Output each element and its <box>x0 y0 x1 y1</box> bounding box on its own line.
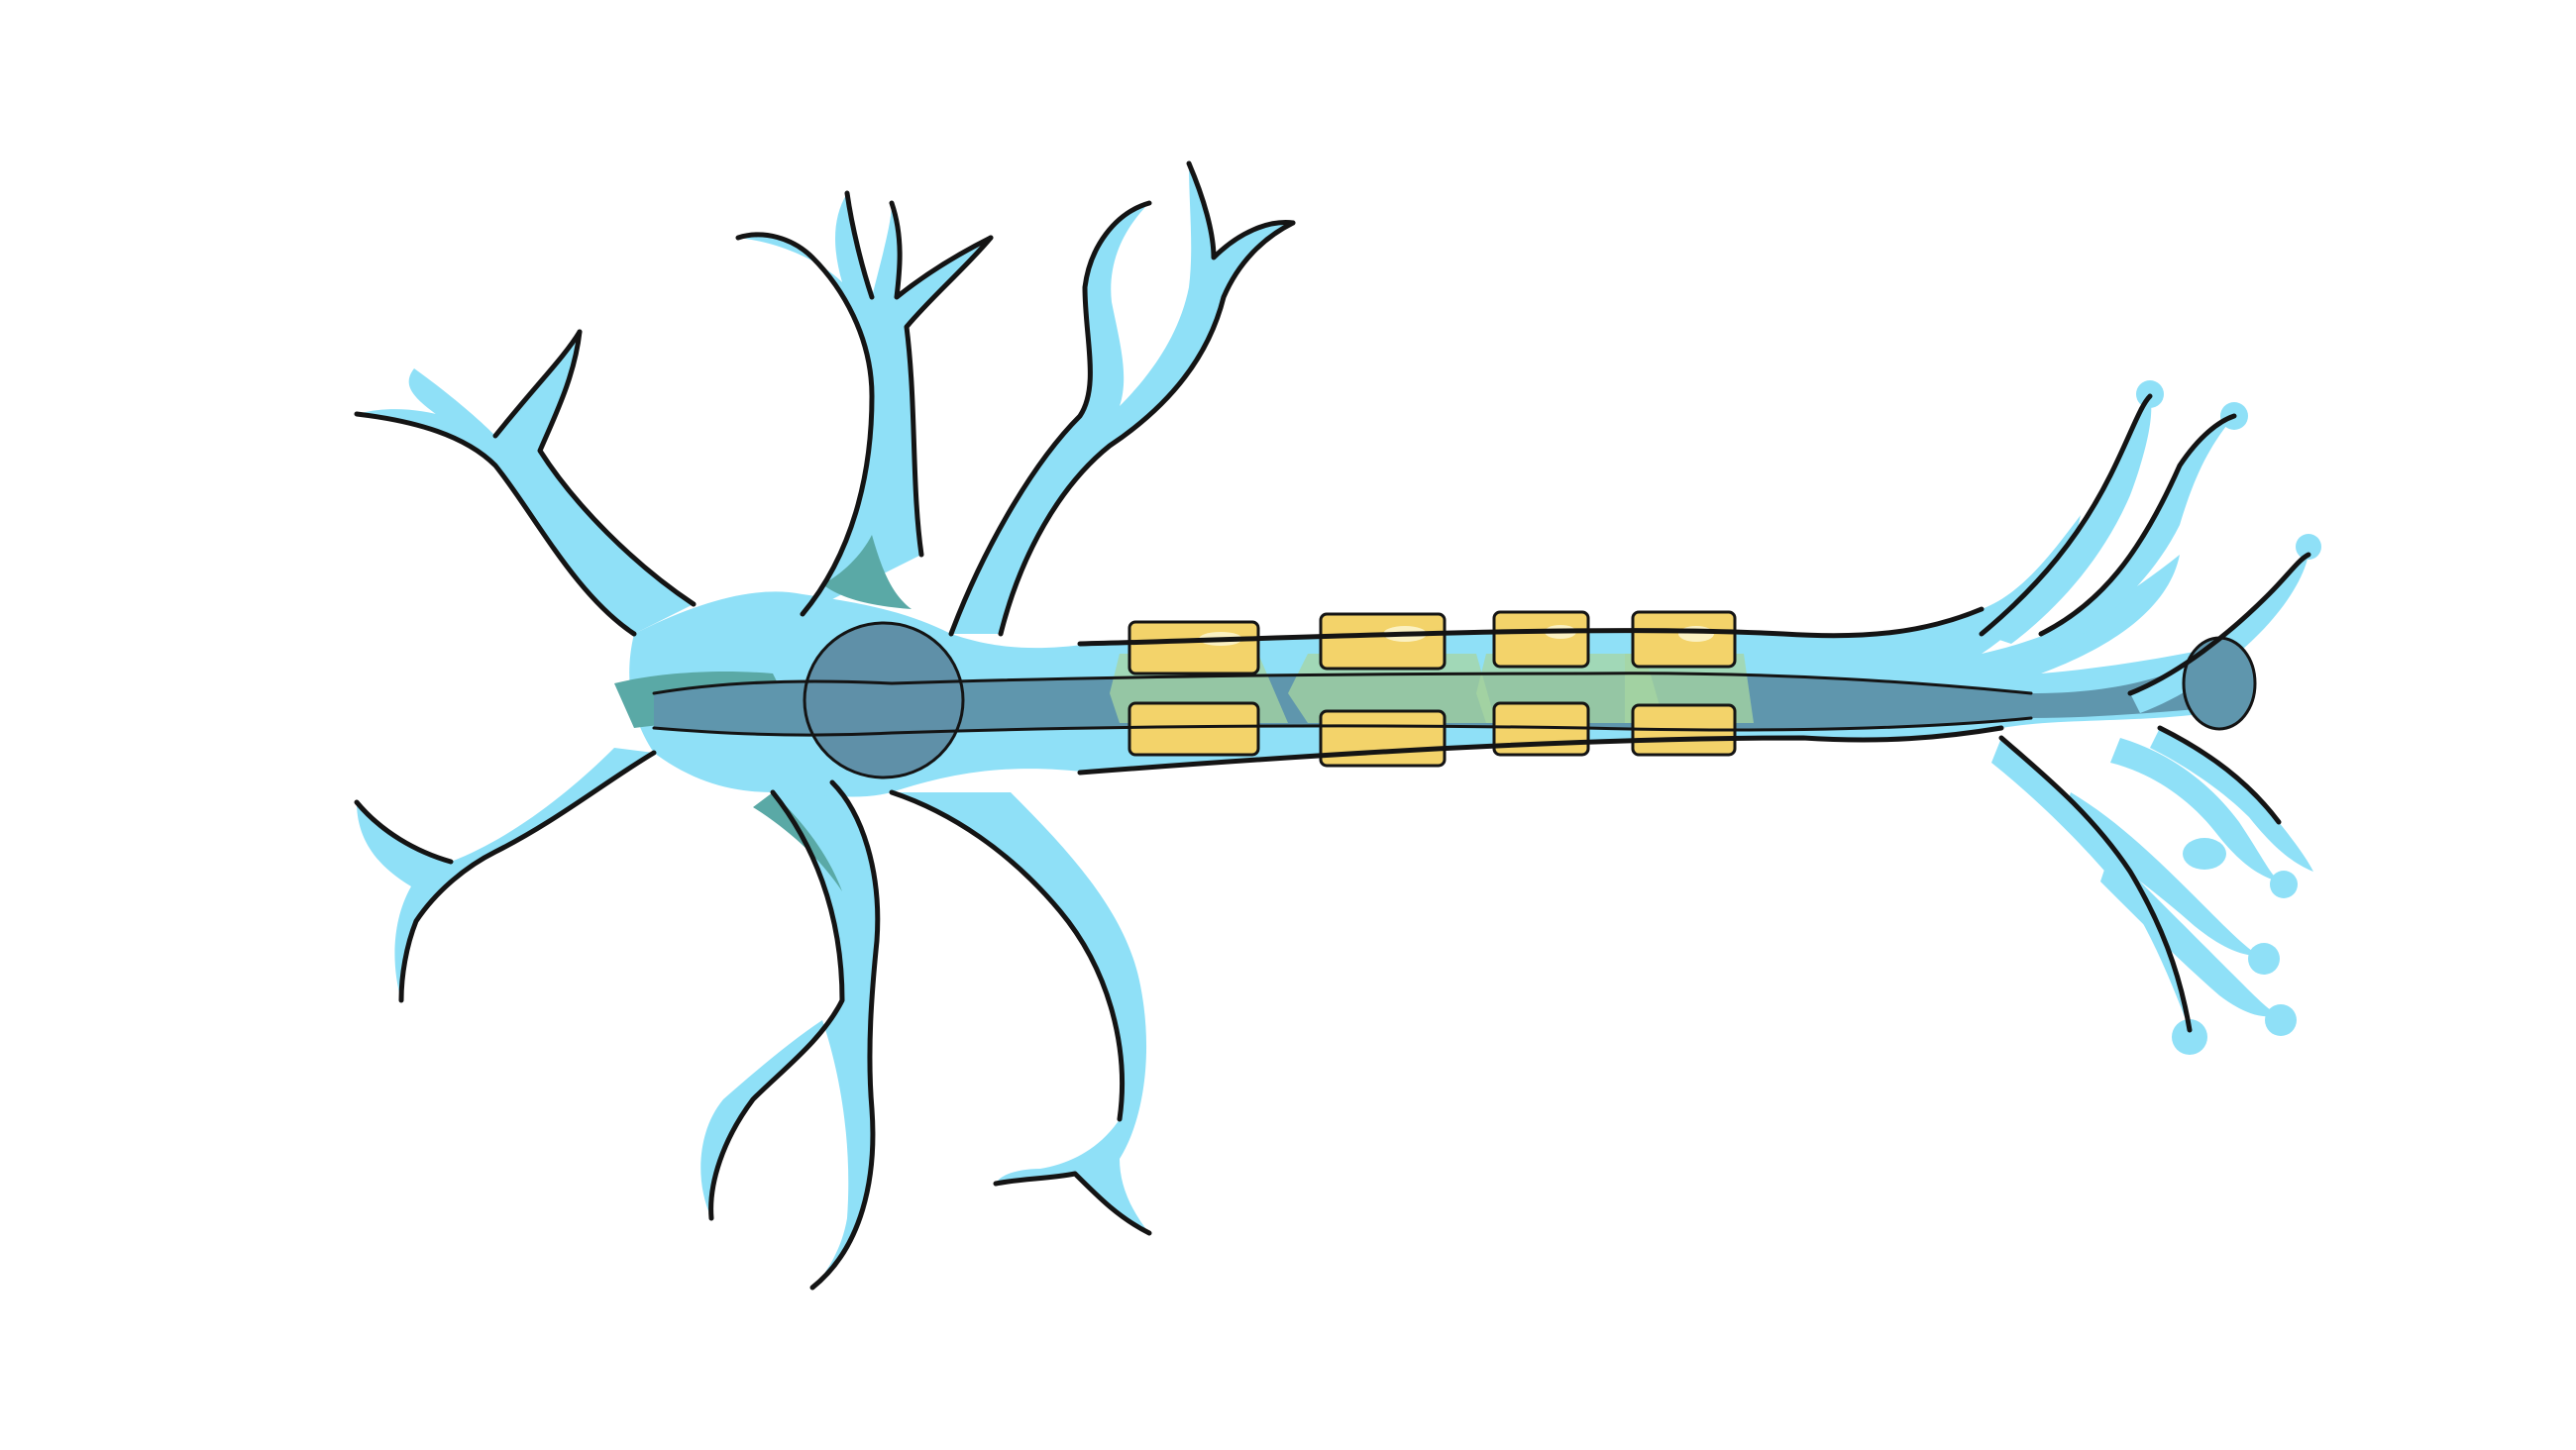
outline-stroke <box>354 799 454 865</box>
outline-stroke <box>2127 552 2311 696</box>
outline-stroke <box>1077 606 1985 647</box>
nucleus-outline <box>803 621 965 779</box>
dendrite <box>892 792 1149 1233</box>
outline-stroke <box>735 232 875 617</box>
myelin-outline <box>1492 701 1590 757</box>
dendrite <box>738 193 991 614</box>
outline-stroke <box>998 220 1296 637</box>
myelin-outline <box>1127 620 1260 675</box>
terminal-branch <box>1991 738 2190 1030</box>
myelin-highlight <box>1678 626 1714 642</box>
terminal-branch <box>2100 852 2279 1017</box>
outline-stroke <box>398 750 657 1003</box>
outline-stroke <box>889 200 994 300</box>
outline-stroke <box>948 200 1152 637</box>
terminal-bouton <box>2183 838 2226 870</box>
myelin-segment <box>1129 622 1258 673</box>
terminal-branch <box>1982 396 2152 644</box>
myelin-outline <box>1631 610 1737 669</box>
dendrite-branch <box>408 368 495 436</box>
outline-stroke <box>492 329 583 439</box>
terminal-branch <box>2041 416 2234 649</box>
node-glow <box>1288 654 1496 723</box>
axoplasm-outline <box>652 672 2033 695</box>
terminal-bouton <box>2184 638 2255 729</box>
myelin-outline <box>1631 703 1737 757</box>
ink-details <box>652 610 2257 779</box>
axon-knob-outline <box>2182 636 2257 731</box>
outline-stroke <box>993 1171 1152 1236</box>
nucleus <box>805 623 963 777</box>
dendrite <box>700 782 878 1288</box>
dendrite <box>951 163 1293 634</box>
myelin-sheath <box>1129 612 1735 766</box>
myelin-segment <box>1321 614 1445 669</box>
myelin-outline <box>1492 610 1590 669</box>
myelin-outline <box>1127 701 1260 757</box>
outline-stroke <box>354 411 637 637</box>
outline-stroke <box>708 789 845 1221</box>
dendrite <box>357 332 694 634</box>
outline-stroke <box>1186 160 1296 260</box>
outline-stroke <box>537 329 697 607</box>
terminal-branch <box>2110 738 2279 881</box>
outline-stroke <box>904 235 994 558</box>
ink-outlines <box>354 160 2311 1291</box>
outline-stroke <box>1077 725 2004 776</box>
cell-body-shadow <box>822 535 912 609</box>
outline-stroke <box>1979 393 2153 637</box>
outline-stroke <box>809 779 881 1291</box>
dendrites-upper <box>357 163 1293 634</box>
terminal-branch <box>2061 792 2259 956</box>
myelin-segment <box>1494 612 1588 667</box>
terminal-bouton <box>2296 534 2321 560</box>
axoplasm-outline <box>652 716 2033 737</box>
outline-stroke <box>889 789 1125 1122</box>
cell-body-shadow <box>753 792 842 891</box>
outline-stroke <box>1998 735 2193 1033</box>
outline-stroke <box>2157 725 2282 825</box>
terminal-bouton <box>2270 871 2298 898</box>
terminal-branch <box>2150 728 2313 872</box>
myelin-segment <box>1129 703 1258 755</box>
terminal-bouton <box>2172 1019 2207 1055</box>
myelin-outline <box>1319 709 1447 768</box>
myelin-segment <box>1321 711 1445 766</box>
dendrites-lower <box>357 748 1149 1288</box>
terminal-bouton <box>2265 1004 2297 1036</box>
outline-stroke <box>2038 413 2237 637</box>
terminal-bouton <box>2248 943 2280 975</box>
outline-stroke <box>844 190 875 300</box>
myelin-outline <box>1319 612 1447 671</box>
dendrite <box>357 748 654 1000</box>
